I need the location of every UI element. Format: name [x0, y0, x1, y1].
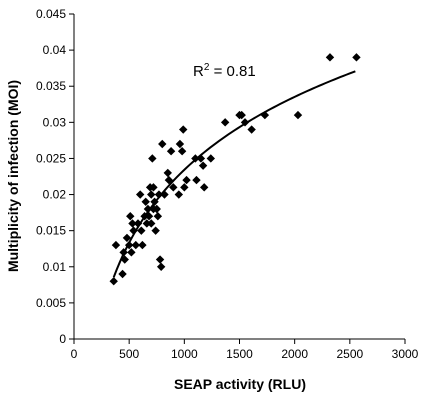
data-point [179, 125, 188, 134]
data-point [182, 175, 191, 185]
data-point [196, 154, 206, 163]
r-squared-value: = 0.81 [209, 63, 255, 80]
data-point [137, 226, 146, 235]
data-point [142, 219, 152, 228]
data-point [144, 212, 154, 221]
y-tick-label: 0.025 [36, 151, 66, 165]
data-point [138, 240, 147, 250]
x-tick-label: 0 [71, 347, 78, 361]
data-point [206, 154, 216, 163]
data-point [122, 233, 132, 243]
data-point [151, 226, 160, 235]
data-point [247, 125, 256, 134]
data-point [136, 190, 145, 199]
data-point [220, 118, 230, 127]
y-tick-label: 0.035 [36, 79, 66, 93]
data-point [174, 190, 184, 199]
y-tick-label: 0.03 [43, 115, 67, 129]
data-point [120, 255, 129, 264]
data-point [119, 248, 128, 257]
data-point [147, 190, 156, 199]
data-point [199, 183, 209, 192]
data-point [352, 53, 361, 62]
x-tick-label: 2500 [336, 347, 363, 361]
x-tick-label: 2000 [281, 347, 308, 361]
data-point [141, 197, 150, 206]
r-squared-annotation: R2 = 0.81 [193, 62, 256, 80]
data-point [175, 139, 185, 149]
data-point [240, 118, 250, 127]
r-squared-superscript: 2 [204, 62, 210, 73]
data-point [156, 262, 166, 271]
data-point [126, 212, 135, 221]
data-point [131, 240, 140, 250]
data-point [147, 219, 156, 228]
data-point [260, 110, 270, 120]
data-point [149, 183, 158, 192]
data-point [152, 204, 161, 214]
tick-layer: 0 500 1000 1500 2000 2500 3000 0 0.005 0.01 0.015 0… [36, 7, 419, 361]
y-tick-label: 0.015 [36, 224, 66, 238]
data-point [150, 197, 159, 206]
data-point [293, 110, 303, 120]
trendline-layer [112, 70, 356, 278]
data-point [163, 168, 172, 178]
x-axis-title: SEAP activity (RLU) [174, 376, 306, 392]
y-tick-label: 0.005 [36, 296, 66, 310]
data-point [191, 154, 200, 163]
trendline [112, 70, 356, 278]
data-point [198, 161, 208, 170]
data-point [164, 175, 174, 185]
data-point [180, 183, 189, 192]
data-point [166, 147, 176, 156]
data-point [124, 240, 134, 250]
data-point [325, 53, 335, 62]
data-point [143, 204, 153, 214]
data-point [192, 175, 201, 185]
y-tick-label: 0 [59, 332, 66, 346]
data-point [177, 147, 187, 156]
data-point [109, 277, 118, 286]
r-squared-base: R [193, 63, 204, 80]
data-point [153, 212, 163, 221]
data-point [148, 154, 157, 163]
data-point [237, 110, 246, 120]
data-point [128, 219, 137, 228]
data-point [129, 226, 138, 235]
x-tick-label: 500 [119, 347, 139, 361]
data-point [127, 248, 136, 257]
data-point [155, 255, 165, 264]
data-point [111, 240, 121, 250]
x-tick-label: 1000 [171, 347, 198, 361]
data-point [118, 269, 127, 279]
y-tick-label: 0.02 [43, 188, 67, 202]
y-tick-label: 0.045 [36, 7, 66, 21]
axes [73, 14, 405, 340]
y-tick-label: 0.04 [43, 43, 67, 57]
data-point [160, 190, 169, 199]
x-tick-label: 1500 [226, 347, 253, 361]
data-point [158, 139, 167, 149]
data-point [140, 212, 149, 221]
x-tick-label: 3000 [392, 347, 419, 361]
data-point [133, 219, 143, 228]
data-point [169, 183, 178, 192]
y-tick-label: 0.01 [43, 260, 67, 274]
data-points [109, 53, 361, 286]
data-point [154, 190, 164, 199]
y-axis-title: Multiplicity of infection (MOI) [5, 80, 21, 272]
